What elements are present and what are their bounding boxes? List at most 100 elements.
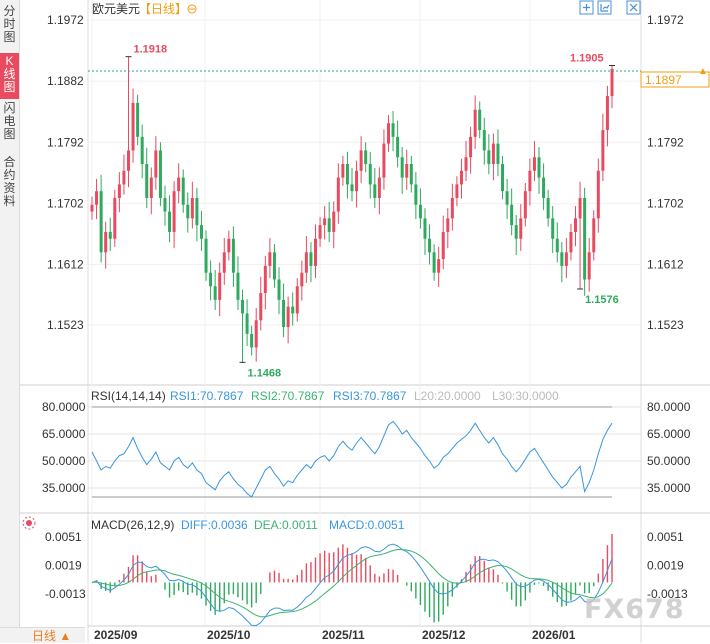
candle-body [396,136,400,158]
price-tick-right: 1.1972 [647,13,684,27]
candle-body [122,170,126,185]
time-tick: 2025/10 [207,628,251,642]
candle-body [345,164,349,185]
candle-body [231,238,235,273]
diff-label: DIFF:0.0036 [181,518,248,532]
candle-body [359,150,363,171]
candle-body [136,102,140,137]
candle-body [574,218,578,232]
candle-body [441,231,445,260]
candle-body [386,123,390,144]
axis-labels: 1.19721.19721.18821.18821.17921.17921.17… [42,13,691,642]
candle-body [523,191,527,219]
candle-body [564,252,568,266]
candle-body [473,109,477,137]
candle-body [172,191,176,232]
collapse-icon[interactable] [187,4,197,14]
candle-body [236,272,240,300]
rsi-tick-right: 80.0000 [647,400,691,414]
tab-time-sharing[interactable]: 分时图 [0,3,19,48]
period-label[interactable]: 【日线】 [139,2,187,16]
candle-body [241,299,245,314]
macd-panel [91,533,613,627]
candle-body [272,252,276,280]
candle-body [428,238,432,253]
candle-body [505,191,509,205]
candle-body [510,204,514,226]
macd-diff-line [91,543,613,627]
macd-tick-left: -0.0013 [45,587,86,601]
candle-body [286,306,290,328]
candle-body [117,184,121,198]
macd-title: MACD(26,12,9) [91,518,174,532]
candle-body [250,333,254,348]
candle-body [113,197,117,239]
candle-body [158,150,162,198]
macd-tick-right: 0.0019 [647,559,684,573]
candle-body [569,231,573,253]
candle-body [154,150,158,178]
extreme-label: 1.1576 [585,294,619,306]
candle-body [304,252,308,273]
price-tick-right: 1.1612 [647,258,684,272]
tab-label: 闪电图 [3,101,16,141]
candle-body [177,177,181,192]
candle-body [551,218,555,239]
candle-body [263,265,267,294]
fullscreen-icon[interactable] [626,0,641,15]
candle-body [218,272,222,300]
candle-body [487,150,491,165]
candle-body [610,68,614,97]
candle-body [168,211,172,232]
price-tick-left: 1.1702 [47,196,84,210]
price-tick-left: 1.1523 [47,318,84,332]
macd-tick-left: 0.0019 [45,559,82,573]
macd-tick-left: 0.0051 [45,530,82,544]
candle-body [542,177,546,198]
candle-body [104,231,108,253]
candle-body [532,157,536,171]
grid [88,0,641,626]
tab-lightning[interactable]: 闪电图 [0,100,19,146]
candle-body [596,170,600,219]
candle-body [450,197,454,219]
rsi-tick-right: 35.0000 [647,481,691,495]
candle-body [190,197,194,219]
rsi-tick-left: 65.0000 [42,427,86,441]
candle-body [254,320,258,348]
candle-body [199,225,203,239]
candle-body [126,150,130,171]
rsi1-line [91,420,613,498]
candle-body [140,136,144,165]
layout-icon[interactable] [597,0,612,15]
dea-label: DEA:0.0011 [254,518,318,532]
candle-body [309,252,313,266]
rsi1-label: RSI1:70.7867 [170,389,244,403]
tab-contract-info[interactable]: 合约资料 [0,154,19,212]
candle-body [446,218,450,232]
watermark-logo: FX678 [584,594,685,625]
candle-body [414,184,418,205]
extreme-label: 1.1905 [570,53,604,65]
candle-body [318,225,322,239]
candle-body [213,286,217,300]
candles [88,56,641,363]
l30-label: L30:30.0000 [492,389,559,403]
period-selector[interactable]: 日线 ▲ [0,627,85,643]
candle-body [409,164,413,185]
candle-body [482,130,486,151]
candle-body [459,170,463,185]
candle-body [478,109,482,131]
candle-body [336,177,340,212]
macd-label: MACD:0.0051 [329,518,405,532]
candle-body [181,177,185,205]
period-selector-label: 日线 ▲ [32,629,72,643]
settings-icon[interactable] [22,516,36,530]
rsi2-label: RSI2:70.7867 [251,389,325,403]
zoom-in-icon[interactable] [579,0,594,15]
rsi-tick-left: 35.0000 [42,481,86,495]
time-tick: 2025/11 [322,628,365,642]
candle-body [291,306,295,314]
